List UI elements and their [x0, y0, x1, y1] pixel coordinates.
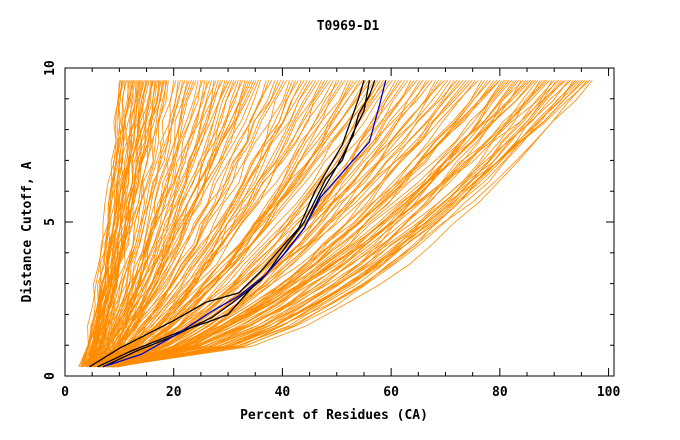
- model-curve: [91, 80, 163, 367]
- model-curve: [111, 80, 593, 368]
- model-curve: [82, 80, 244, 368]
- model-curve: [85, 80, 166, 367]
- model-curve: [116, 80, 543, 368]
- model-curve: [91, 80, 369, 368]
- model-curve: [93, 80, 305, 368]
- model-curve: [78, 80, 162, 367]
- model-curve: [103, 80, 201, 368]
- model-curve: [110, 80, 501, 368]
- model-curve: [118, 80, 581, 368]
- model-curve: [90, 80, 195, 368]
- y-axis-label: Distance Cutoff, A: [20, 161, 35, 302]
- model-curve: [103, 80, 553, 368]
- model-curve: [112, 80, 529, 368]
- model-curve: [100, 80, 358, 368]
- chart-title: T0969-D1: [317, 19, 380, 34]
- model-curve: [98, 80, 285, 368]
- model-curve: [117, 80, 522, 368]
- x-tick-label: 100: [597, 385, 621, 400]
- model-curve: [81, 80, 237, 368]
- x-tick-label: 0: [61, 385, 69, 400]
- model-curve: [97, 80, 226, 368]
- model-curve: [78, 80, 145, 367]
- x-tick-label: 60: [383, 385, 399, 400]
- model-curve: [82, 80, 212, 368]
- model-curve: [114, 80, 562, 368]
- model-curve: [109, 80, 352, 368]
- x-axis-label: Percent of Residues (CA): [240, 408, 428, 423]
- y-tick-label: 0: [43, 372, 58, 380]
- axis-ticks: 0 20 40 60 80 100 0 5 10: [43, 60, 620, 400]
- model-curve: [110, 80, 364, 368]
- model-curve: [94, 80, 287, 368]
- model-curve: [89, 80, 255, 368]
- model-curve: [81, 80, 131, 367]
- model-curve: [111, 80, 427, 368]
- model-curve: [106, 80, 574, 368]
- series-highlight-black-1: [89, 80, 365, 368]
- series-highlight-blue: [102, 80, 387, 368]
- model-curve: [109, 80, 527, 368]
- plot-area: [78, 79, 593, 368]
- model-curve: [92, 80, 168, 367]
- model-curve: [104, 80, 510, 368]
- model-curve: [116, 80, 531, 368]
- model-curve: [91, 80, 123, 367]
- model-curve: [92, 80, 276, 368]
- model-curve: [91, 80, 204, 368]
- x-tick-label: 80: [492, 385, 508, 400]
- model-curve: [101, 80, 539, 368]
- model-curve: [101, 80, 253, 368]
- model-curve: [87, 80, 149, 367]
- y-tick-label: 5: [43, 218, 58, 226]
- model-curve: [113, 79, 567, 368]
- model-curve: [104, 80, 473, 368]
- model-curve: [92, 80, 169, 368]
- model-curve: [101, 80, 572, 368]
- model-curve: [107, 80, 591, 368]
- model-curve: [111, 80, 586, 368]
- model-curve: [101, 80, 406, 368]
- model-curve: [86, 80, 314, 368]
- model-curve: [102, 80, 445, 368]
- model-curve: [117, 80, 515, 368]
- y-tick-label: 10: [43, 60, 58, 76]
- model-curve: [108, 80, 576, 368]
- model-curve: [96, 80, 282, 368]
- x-tick-label: 20: [166, 385, 182, 400]
- model-curve: [92, 80, 346, 368]
- model-curve: [105, 80, 293, 368]
- model-curve: [103, 80, 250, 368]
- model-curve: [90, 80, 279, 368]
- model-curve: [112, 80, 558, 368]
- model-curve: [91, 80, 219, 368]
- model-curve: [97, 80, 259, 368]
- model-curve: [108, 80, 381, 368]
- model-curve: [116, 80, 524, 368]
- model-curve: [96, 80, 192, 368]
- model-curve: [101, 80, 175, 367]
- model-curve: [96, 80, 430, 368]
- model-curve: [112, 80, 503, 368]
- model-curve: [94, 80, 246, 368]
- model-curve: [116, 80, 550, 368]
- model-curve: [106, 80, 403, 368]
- model-curve: [80, 80, 143, 367]
- x-tick-label: 40: [275, 385, 291, 400]
- model-curve: [90, 80, 334, 368]
- model-curve: [94, 80, 372, 368]
- model-curve: [90, 80, 323, 368]
- model-curve: [87, 80, 186, 368]
- model-curve: [114, 80, 579, 368]
- model-curve: [101, 80, 415, 368]
- model-curve: [118, 80, 501, 368]
- model-curve: [94, 80, 470, 368]
- model-curve: [83, 80, 151, 367]
- model-curve: [105, 80, 565, 368]
- model-curve: [94, 80, 375, 368]
- model-curve: [90, 80, 326, 368]
- model-curve: [99, 80, 308, 368]
